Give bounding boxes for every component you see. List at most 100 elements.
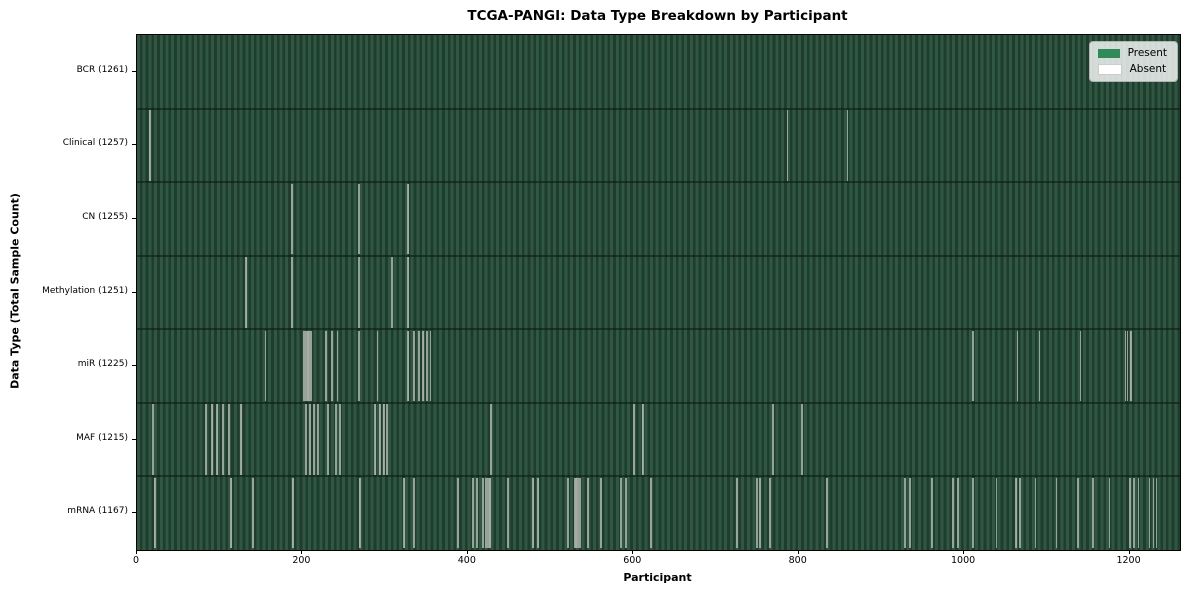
absent-mark	[422, 330, 424, 402]
absent-mark	[1092, 477, 1094, 549]
absent-mark	[379, 404, 381, 475]
y-axis-label: Data Type (Total Sample Count)	[8, 193, 22, 389]
absent-mark	[385, 404, 388, 475]
legend-swatch-present-icon	[1097, 48, 1120, 58]
absent-mark	[801, 404, 803, 475]
absent-mark	[240, 404, 242, 475]
absent-mark	[292, 477, 294, 549]
absent-mark	[650, 477, 652, 549]
absent-mark	[490, 404, 492, 475]
absent-mark	[486, 477, 488, 549]
absent-mark	[376, 330, 379, 402]
absent-mark	[586, 477, 589, 549]
absent-mark	[227, 404, 230, 475]
absent-mark	[418, 330, 420, 402]
absent-mark	[291, 183, 293, 255]
absent-mark	[1015, 477, 1017, 549]
absent-mark	[265, 330, 267, 402]
absent-mark	[378, 404, 380, 475]
absent-mark	[338, 404, 340, 475]
absent-mark	[1108, 477, 1111, 549]
absent-mark	[217, 404, 219, 475]
x-tick-label-1200: 1200	[1116, 555, 1141, 566]
absent-mark	[335, 404, 337, 475]
absent-mark	[769, 477, 771, 549]
absent-mark	[1127, 330, 1129, 402]
absent-mark	[1038, 330, 1040, 402]
y-tick-mark	[132, 144, 136, 146]
row-divider	[137, 328, 1180, 331]
absent-mark	[212, 404, 214, 475]
absent-mark	[408, 257, 410, 328]
absent-mark	[625, 477, 627, 549]
absent-mark	[309, 404, 312, 475]
absent-mark	[957, 477, 959, 549]
absent-mark	[772, 404, 774, 475]
absent-mark	[413, 330, 415, 402]
absent-mark	[538, 477, 540, 549]
absent-mark	[419, 330, 421, 402]
absent-mark	[620, 477, 623, 549]
absent-mark	[1017, 330, 1019, 402]
absent-mark	[601, 477, 603, 549]
absent-mark	[931, 477, 933, 549]
absent-mark	[337, 330, 339, 402]
absent-mark	[382, 404, 384, 475]
absent-mark	[773, 404, 775, 475]
absent-mark	[903, 477, 905, 549]
absent-mark	[846, 110, 848, 181]
absent-lines-layer	[137, 35, 1180, 550]
absent-mark	[956, 477, 958, 549]
absent-mark	[252, 477, 254, 549]
absent-mark	[222, 404, 224, 475]
absent-mark	[633, 404, 635, 475]
absent-mark	[303, 330, 305, 402]
absent-mark	[972, 330, 974, 402]
absent-mark	[375, 404, 377, 475]
absent-mark	[306, 330, 308, 402]
absent-mark	[649, 477, 651, 549]
absent-mark	[148, 110, 150, 181]
row-dividers-layer	[137, 35, 1180, 550]
absent-mark	[756, 477, 758, 549]
absent-mark	[1035, 477, 1037, 549]
absent-mark	[471, 477, 474, 549]
absent-mark	[413, 477, 415, 549]
absent-mark	[231, 477, 233, 549]
absent-mark	[995, 477, 997, 549]
absent-mark	[328, 404, 330, 475]
absent-mark	[228, 404, 230, 475]
x-tick-label-600: 600	[623, 555, 642, 566]
y-tick-mark	[132, 512, 136, 514]
absent-mark	[407, 183, 409, 255]
plot-area: Present Absent	[136, 34, 1181, 551]
absent-mark	[576, 477, 578, 549]
absent-mark	[1137, 477, 1139, 549]
y-tick-mark	[132, 291, 136, 293]
absent-mark	[154, 477, 156, 549]
chart-title: TCGA-PANGI: Data Type Breakdown by Parti…	[467, 8, 848, 24]
absent-mark	[216, 404, 218, 475]
x-tick-label-200: 200	[292, 555, 311, 566]
absent-mark	[313, 404, 315, 475]
absent-mark	[736, 477, 738, 549]
row-divider	[137, 401, 1180, 404]
absent-mark	[532, 477, 534, 549]
absent-mark	[310, 330, 312, 402]
absent-mark	[403, 477, 405, 549]
absent-mark	[481, 477, 484, 549]
absent-mark	[414, 330, 416, 402]
absent-mark	[755, 477, 757, 549]
y-tick-label-mir: miR (1225)	[77, 359, 128, 370]
absent-mark	[904, 477, 906, 549]
legend-item-present: Present	[1097, 48, 1167, 59]
y-tick-mark	[132, 365, 136, 367]
absent-mark	[641, 404, 643, 475]
absent-mark	[735, 477, 738, 549]
x-tick-mark	[797, 550, 799, 554]
absent-mark	[223, 404, 225, 475]
absent-mark	[359, 477, 361, 549]
absent-mark	[391, 257, 393, 328]
y-tick-mark	[132, 70, 136, 72]
